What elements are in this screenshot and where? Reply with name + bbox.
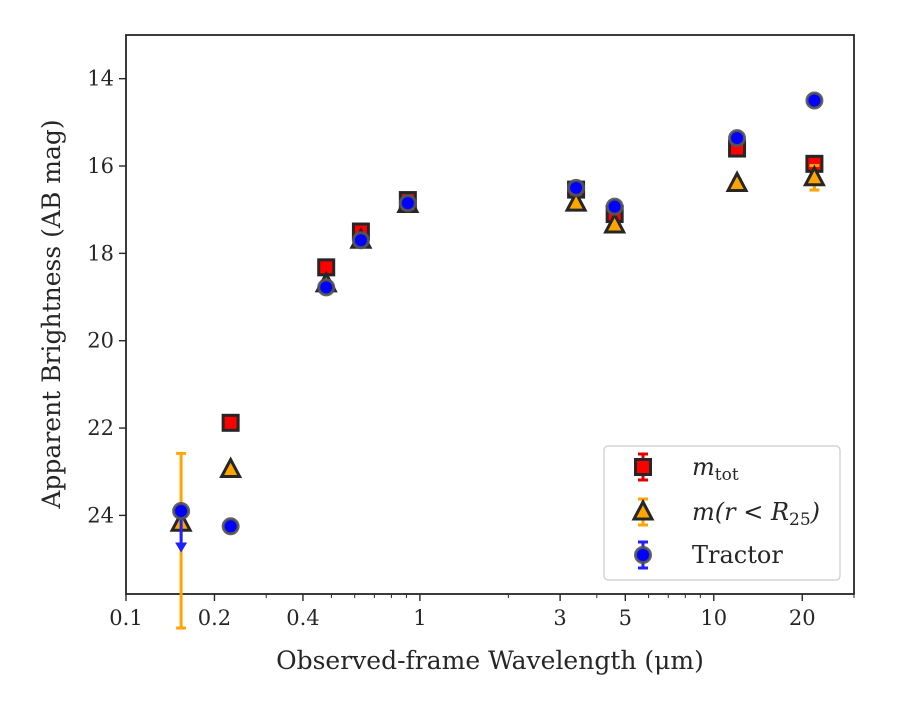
x-tick-label: 0.4 xyxy=(286,606,319,630)
legend: mtot m(r < R25) Tractor xyxy=(603,445,841,581)
tractor-limit-arrow xyxy=(175,542,188,553)
legend-tractor-label: Tractor xyxy=(692,541,783,569)
legend-box xyxy=(603,445,841,581)
tractor-point xyxy=(805,91,824,110)
x-tick-label: 10 xyxy=(700,606,727,630)
mr25-point xyxy=(219,456,243,479)
legend-mtot-label: mtot xyxy=(692,453,739,485)
mtot-point xyxy=(221,413,240,432)
tractor-point xyxy=(567,178,586,197)
tractor-point xyxy=(398,194,417,213)
y-tick-label: 14 xyxy=(87,67,114,91)
tractor-point xyxy=(351,231,370,250)
mr25-point xyxy=(603,211,627,234)
y-tick-label: 16 xyxy=(87,154,114,178)
mr25-point xyxy=(564,189,588,212)
plot-frame xyxy=(125,34,855,595)
tractor-point xyxy=(728,129,747,148)
tractor-point xyxy=(605,197,624,216)
tractor-point xyxy=(221,517,240,536)
tractor-point xyxy=(317,278,336,297)
data-marks xyxy=(169,91,826,630)
y-tick-label: 22 xyxy=(87,416,114,440)
x-tick-label: 3 xyxy=(553,606,566,630)
x-tick-label: 5 xyxy=(619,606,632,630)
mr25-point xyxy=(725,170,749,192)
x-tick-label: 0.2 xyxy=(198,606,231,630)
axis-ticks: 0.1 0.2 0.4 1 3 5 10 20 14 16 18 20 22 24 xyxy=(87,67,855,630)
y-axis-label: Apparent Brightness (AB mag) xyxy=(37,119,66,509)
legend-mr25-label: m(r < R25) xyxy=(692,498,820,530)
legend-mr25-marker xyxy=(631,498,655,521)
legend-mtot-marker xyxy=(634,458,652,476)
tractor-point xyxy=(172,502,191,521)
y-tick-label: 18 xyxy=(87,241,114,265)
legend-tractor-marker xyxy=(634,546,652,564)
y-tick-label: 24 xyxy=(87,503,114,527)
x-tick-label: 1 xyxy=(413,606,426,630)
x-tick-label: 0.1 xyxy=(109,606,142,630)
x-tick-label: 20 xyxy=(789,606,816,630)
legend-entries: mtot m(r < R25) Tractor xyxy=(631,452,820,570)
mr25-point xyxy=(802,164,826,187)
x-axis-label: Observed-frame Wavelength (μm) xyxy=(276,646,704,675)
y-tick-label: 20 xyxy=(87,329,114,353)
